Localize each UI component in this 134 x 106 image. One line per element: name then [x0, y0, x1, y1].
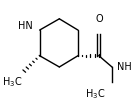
Text: NH: NH [118, 62, 132, 72]
Text: O: O [95, 14, 103, 24]
Text: HN: HN [18, 21, 33, 31]
Text: H$_3$C: H$_3$C [2, 75, 22, 89]
Text: H$_3$C: H$_3$C [85, 87, 105, 101]
